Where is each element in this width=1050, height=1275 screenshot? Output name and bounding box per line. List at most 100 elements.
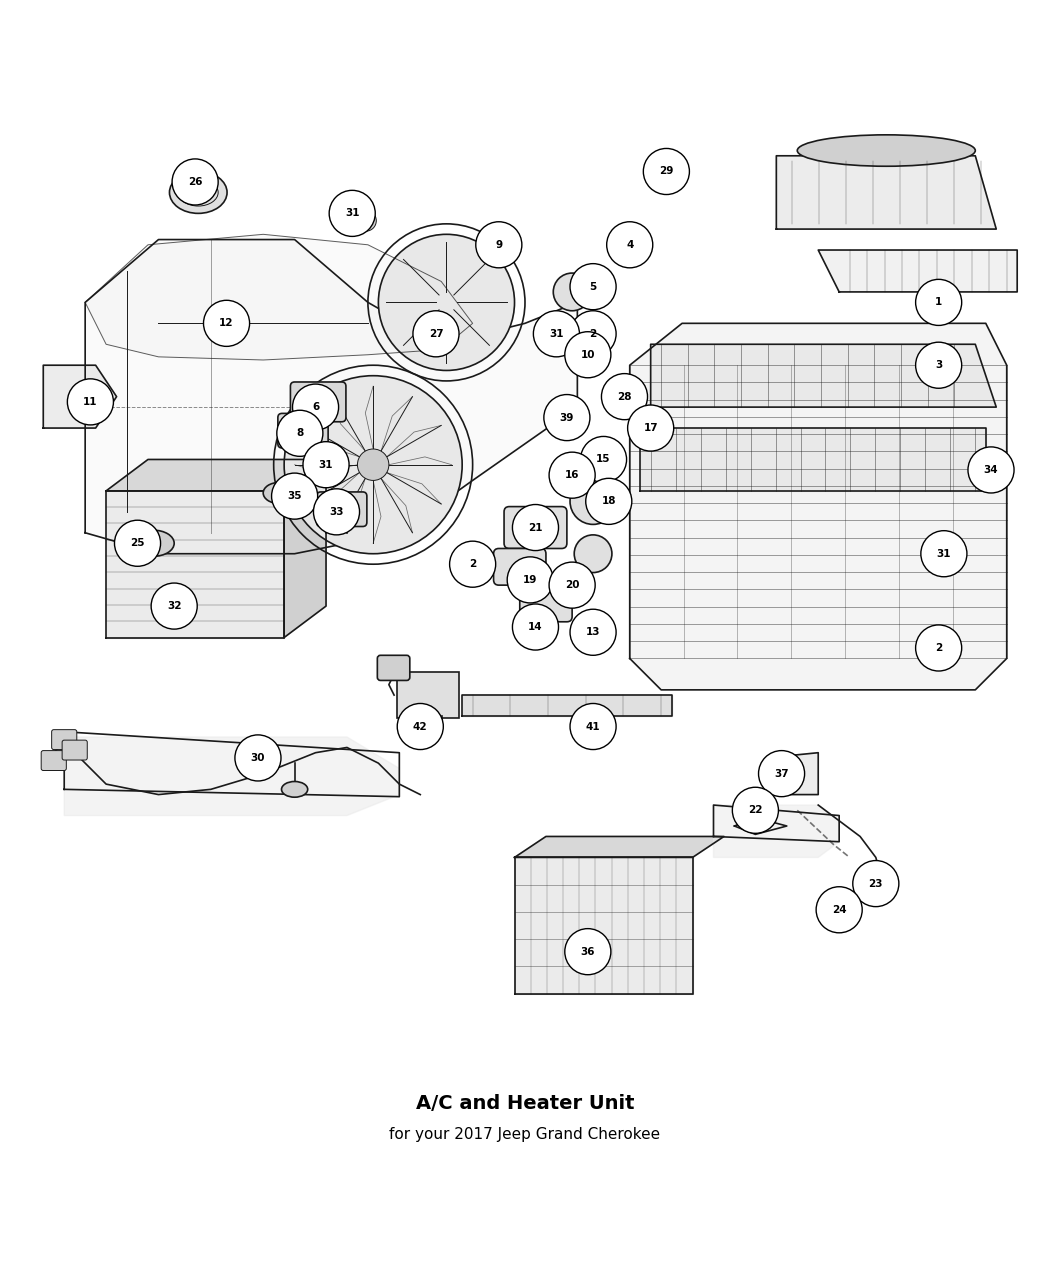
Circle shape [916, 279, 962, 325]
Text: 29: 29 [659, 167, 673, 176]
Text: 13: 13 [586, 627, 601, 638]
Circle shape [307, 389, 331, 414]
Circle shape [553, 273, 591, 311]
FancyBboxPatch shape [494, 548, 546, 585]
Polygon shape [514, 836, 723, 857]
Text: 1: 1 [936, 297, 942, 307]
FancyBboxPatch shape [291, 382, 345, 422]
Circle shape [303, 441, 349, 488]
Text: 36: 36 [581, 946, 595, 956]
Polygon shape [43, 365, 117, 428]
Polygon shape [106, 459, 327, 491]
Circle shape [968, 448, 1014, 493]
Polygon shape [85, 240, 578, 553]
Ellipse shape [281, 782, 308, 797]
Circle shape [602, 374, 648, 419]
Text: 28: 28 [617, 391, 632, 402]
Circle shape [314, 488, 359, 536]
Text: 14: 14 [528, 622, 543, 632]
Text: 2: 2 [589, 329, 596, 339]
Text: 3: 3 [936, 361, 942, 370]
Polygon shape [514, 857, 693, 993]
Text: 26: 26 [188, 177, 203, 187]
FancyBboxPatch shape [504, 506, 567, 548]
Circle shape [544, 394, 590, 441]
Circle shape [114, 520, 161, 566]
Polygon shape [630, 324, 1007, 690]
FancyBboxPatch shape [857, 870, 889, 898]
Ellipse shape [132, 530, 174, 556]
Circle shape [574, 536, 612, 572]
Circle shape [204, 301, 250, 347]
Ellipse shape [797, 135, 975, 166]
Circle shape [570, 311, 616, 357]
Text: 41: 41 [586, 722, 601, 732]
Text: 31: 31 [549, 329, 564, 339]
FancyBboxPatch shape [62, 740, 87, 760]
Text: 2: 2 [936, 643, 942, 653]
Circle shape [628, 405, 674, 451]
Text: 31: 31 [937, 548, 951, 558]
FancyBboxPatch shape [51, 729, 77, 750]
Text: 32: 32 [167, 601, 182, 611]
Circle shape [916, 625, 962, 671]
Text: 18: 18 [602, 496, 616, 506]
Polygon shape [85, 235, 472, 360]
Ellipse shape [264, 482, 295, 504]
Text: 35: 35 [288, 491, 301, 501]
Text: 16: 16 [565, 470, 580, 481]
Text: 31: 31 [345, 208, 359, 218]
Circle shape [277, 411, 323, 456]
Circle shape [476, 222, 522, 268]
Polygon shape [714, 805, 839, 857]
FancyBboxPatch shape [397, 672, 459, 718]
Text: 25: 25 [130, 538, 145, 548]
Text: for your 2017 Jeep Grand Cherokee: for your 2017 Jeep Grand Cherokee [390, 1127, 660, 1142]
FancyBboxPatch shape [317, 492, 366, 527]
Circle shape [285, 376, 462, 553]
Text: 10: 10 [581, 349, 595, 360]
Polygon shape [818, 250, 1017, 292]
Circle shape [565, 332, 611, 377]
Circle shape [644, 148, 690, 195]
Text: 20: 20 [565, 580, 580, 590]
Text: 4: 4 [626, 240, 633, 250]
Circle shape [586, 478, 632, 524]
Circle shape [549, 562, 595, 608]
Circle shape [758, 751, 804, 797]
Circle shape [570, 609, 616, 655]
Polygon shape [651, 344, 996, 407]
Polygon shape [776, 156, 996, 229]
Text: 6: 6 [312, 402, 319, 412]
Text: 17: 17 [644, 423, 658, 434]
Text: 9: 9 [496, 240, 502, 250]
Text: 8: 8 [296, 428, 303, 439]
Circle shape [413, 311, 459, 357]
Circle shape [549, 453, 595, 499]
Circle shape [151, 583, 197, 629]
Polygon shape [285, 459, 327, 638]
Circle shape [235, 734, 281, 782]
Polygon shape [640, 428, 986, 491]
Circle shape [921, 530, 967, 576]
Circle shape [272, 473, 318, 519]
Circle shape [816, 886, 862, 933]
Circle shape [507, 557, 553, 603]
Circle shape [570, 704, 616, 750]
FancyBboxPatch shape [278, 413, 328, 448]
FancyBboxPatch shape [41, 751, 66, 770]
Circle shape [378, 235, 514, 371]
Text: 15: 15 [596, 454, 611, 464]
Circle shape [581, 436, 627, 482]
Circle shape [570, 478, 616, 524]
Text: 37: 37 [774, 769, 789, 779]
Circle shape [512, 505, 559, 551]
Ellipse shape [169, 171, 227, 213]
Text: 21: 21 [528, 523, 543, 533]
Text: 5: 5 [589, 282, 596, 292]
Circle shape [172, 159, 218, 205]
Polygon shape [462, 695, 672, 717]
Circle shape [293, 384, 338, 430]
Circle shape [397, 704, 443, 750]
FancyBboxPatch shape [825, 900, 853, 926]
